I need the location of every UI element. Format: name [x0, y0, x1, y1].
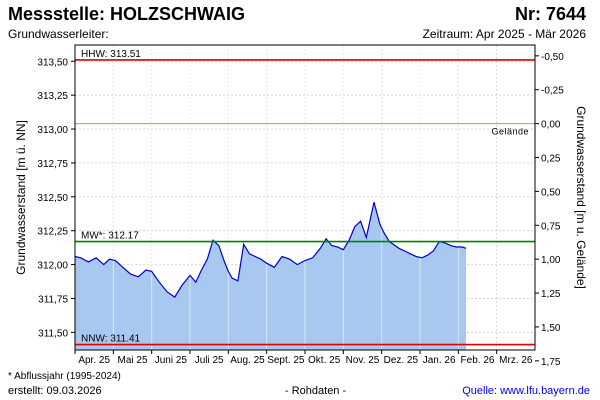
- aquifer-label: Grundwasserleiter:: [8, 27, 109, 41]
- x-tick-label: Nov. 25: [346, 355, 380, 366]
- x-tick-label: Okt. 25: [308, 355, 341, 366]
- created-date: erstellt: 09.03.2026: [8, 385, 102, 397]
- y-tick-label: 313,00: [37, 125, 68, 136]
- y-axis-title: Grundwasserstand [m ü. NN]: [14, 120, 28, 275]
- footnote: * Abflussjahr (1995-2024): [8, 371, 121, 382]
- reference-label: NNW: 311.41: [81, 334, 141, 345]
- series-line: [74, 202, 467, 298]
- x-tick-label: Aug. 25: [230, 355, 265, 366]
- x-tick-label: Sept. 25: [267, 355, 305, 366]
- series-area: [75, 202, 466, 350]
- y2-tick-label: 0,00: [541, 120, 561, 131]
- y2-tick-label: 1,00: [541, 255, 561, 266]
- y-tick-label: 313,25: [37, 91, 68, 102]
- reference-label: MW*: 312.17: [81, 231, 139, 242]
- page-title: Messstelle: HOLZSCHWAIG: [8, 4, 246, 24]
- station-number: Nr: 7644: [514, 4, 586, 24]
- y2-tick-label: 1,75: [541, 357, 561, 368]
- x-tick-label: Apr. 25: [78, 355, 110, 366]
- y2-tick-label: 1,50: [541, 323, 561, 334]
- y-tick-label: 312,50: [37, 193, 68, 204]
- y-tick-label: 312,25: [37, 227, 68, 238]
- y2-tick-label: 0,50: [541, 187, 561, 198]
- y-tick-label: 311,75: [38, 294, 68, 305]
- y2-tick-label: 1,25: [541, 289, 561, 300]
- period-label: Zeitraum: Apr 2025 - Mär 2026: [422, 27, 586, 41]
- y-tick-label: 311,50: [38, 328, 68, 339]
- reference-label: HHW: 313.51: [81, 49, 141, 60]
- y2-tick-label: 0,25: [541, 154, 561, 165]
- x-tick-label: Mai 25: [117, 355, 147, 366]
- y-tick-label: 312,75: [37, 159, 68, 170]
- y2-tick-label: -0,25: [541, 86, 564, 97]
- x-tick-label: Feb. 26: [461, 355, 495, 366]
- x-tick-label: Dez. 25: [384, 355, 419, 366]
- y-tick-label: 313,50: [37, 57, 68, 68]
- y-tick-label: 312,00: [37, 261, 68, 272]
- reference-label: Gelände: [491, 127, 529, 137]
- y2-axis-title: Grundwasserstand [m u. Gelände]: [574, 106, 588, 289]
- x-tick-label: Mrz. 26: [499, 355, 533, 366]
- y2-tick-label: 0,75: [541, 221, 561, 232]
- source-link[interactable]: Quelle: www.lfu.bayern.de: [462, 385, 590, 397]
- y2-tick-label: -0,50: [541, 52, 564, 63]
- x-tick-label: Juli 25: [195, 355, 224, 366]
- x-tick-label: Juni 25: [155, 355, 188, 366]
- x-tick-label: Jan. 26: [423, 355, 456, 366]
- raw-data-note: - Rohdaten -: [285, 385, 347, 397]
